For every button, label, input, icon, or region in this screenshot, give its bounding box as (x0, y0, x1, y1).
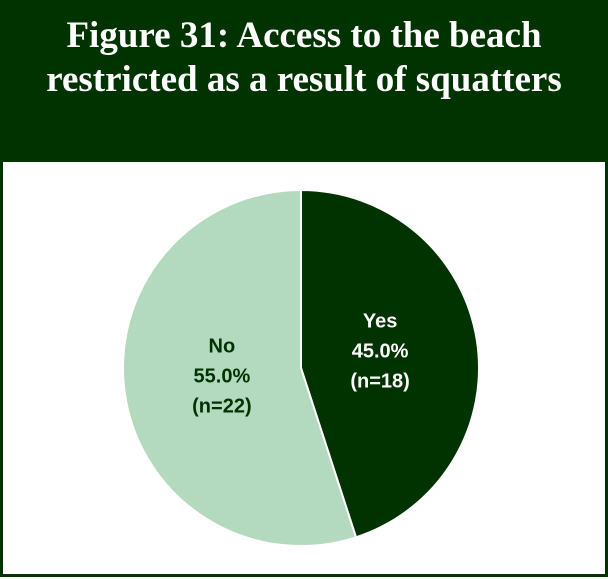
chart-title-line-1: Figure 31: Access to the beach (66, 15, 542, 56)
pie-no-label: No (209, 336, 236, 358)
pie-slice-yes (300, 188, 480, 539)
pie-yes-label: Yes (363, 310, 397, 332)
pie-yes-count: (n=18) (350, 370, 409, 392)
chart-header: Figure 31: Access to the beach restricte… (0, 0, 608, 162)
pie-no-percent: 55.0% (194, 366, 251, 388)
pie-no-count: (n=22) (192, 396, 251, 418)
pie-slice-no (122, 188, 358, 547)
plot-area: Yes 45.0% (n=18) No 55.0% (n=22) (0, 162, 608, 577)
chart-title: Figure 31: Access to the beach restricte… (0, 14, 608, 102)
chart-title-line-2: restricted as a result of squatters (46, 59, 562, 100)
pie-chart: Yes 45.0% (n=18) No 55.0% (n=22) (122, 188, 480, 547)
pie-yes-percent: 45.0% (352, 340, 409, 362)
